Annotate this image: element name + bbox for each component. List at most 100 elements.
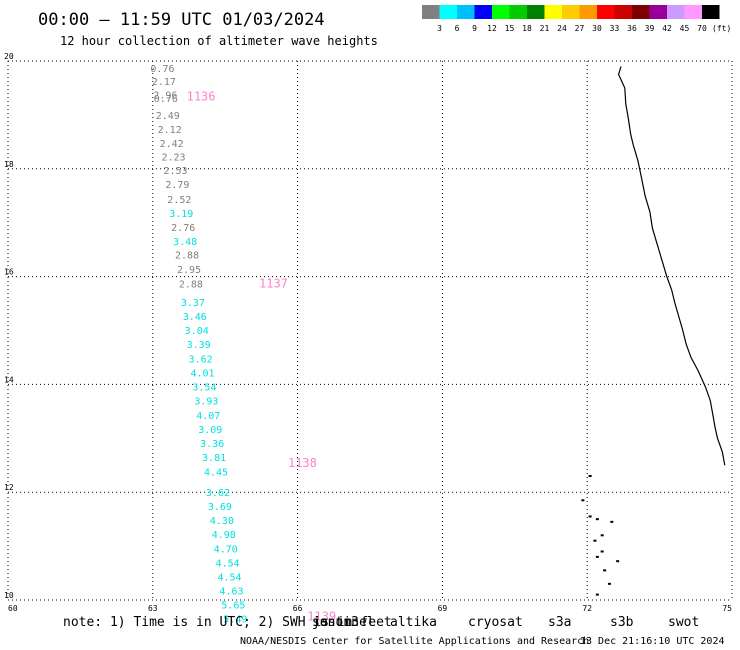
colorbar-swatch [439, 5, 457, 19]
wave-height-point: 2.88 [175, 251, 199, 262]
axis-ticks: 60 63 66 69 72 75 20 18 16 14 12 10 [4, 52, 732, 613]
altimeter-track: 0.762.172.960.762.492.122.422.232.532.79… [150, 64, 247, 625]
y-tick-label: 12 [4, 483, 14, 492]
colorbar-label: 3 [437, 24, 442, 33]
y-tick-label: 20 [4, 52, 14, 61]
chart-title: 00:00 – 11:59 UTC 01/03/2024 [38, 10, 325, 30]
colorbar-unit: (ft) [712, 24, 731, 33]
wave-height-point: 3.39 [187, 340, 211, 351]
wave-height-point: 2.95 [177, 265, 201, 276]
pass-number-label: 1138 [288, 456, 317, 470]
wave-height-point: 3.09 [198, 425, 222, 436]
wave-height-point: 0.76 [154, 94, 178, 105]
wave-height-point: 2.76 [171, 223, 195, 234]
wave-height-point: 3.69 [208, 502, 232, 513]
colorbar-swatch [649, 5, 667, 19]
wave-height-point: 3.81 [202, 453, 226, 464]
wave-height-point: 2.53 [163, 166, 187, 177]
wave-height-point: 4.30 [210, 516, 234, 527]
island-mark [600, 534, 604, 537]
island-mark [588, 475, 592, 478]
colorbar-label: 9 [472, 24, 477, 33]
x-tick-label: 66 [293, 604, 303, 613]
wave-height-point: 3.48 [173, 237, 197, 248]
colorbar-swatch [614, 5, 632, 19]
y-tick-label: 18 [4, 160, 14, 169]
island-mark [588, 515, 592, 518]
colorbar-swatch [632, 5, 650, 19]
plot-frame [8, 61, 732, 600]
island-mark [595, 593, 599, 596]
island-mark [600, 550, 604, 553]
pass-number-label: 1139 [307, 610, 336, 624]
y-tick-label: 10 [4, 591, 14, 600]
satellite-legend-item: sentinel [312, 615, 375, 630]
wave-height-point: 3.54 [192, 383, 216, 394]
pass-number-label: 1137 [259, 277, 288, 291]
colorbar-swatch [667, 5, 685, 19]
colorbar-swatch [509, 5, 527, 19]
colorbar-label: 24 [557, 24, 567, 33]
island-mark [593, 539, 597, 542]
x-tick-label: 75 [722, 604, 732, 613]
colorbar: 3 6 9 12 15 18 21 24 27 30 33 36 39 42 45 70 [422, 5, 720, 33]
footer-credit: NOAA/NESDIS Center for Satellite Applica… [240, 636, 589, 647]
colorbar-swatch [544, 5, 562, 19]
wave-height-point: 4.63 [219, 586, 243, 597]
colorbar-label: 21 [540, 24, 550, 33]
island-mark [616, 560, 620, 563]
footer-note: note: 1) Time is in UTC; 2) SWH is in fe… [63, 615, 392, 630]
island-mark [595, 518, 599, 521]
y-tick-label: 16 [4, 268, 14, 277]
x-tick-label: 60 [8, 604, 18, 613]
island-mark [581, 499, 585, 502]
wave-height-point: 3.62 [189, 355, 213, 366]
wave-height-point: 4.70 [214, 544, 238, 555]
wave-height-point: 4.07 [196, 411, 220, 422]
pass-labels: 1136 1137 1138 1139 [187, 89, 337, 623]
colorbar-label: 6 [455, 24, 460, 33]
wave-height-point: 4.01 [190, 369, 214, 380]
x-tick-label: 63 [148, 604, 158, 613]
wave-height-point: 2.12 [158, 125, 182, 136]
wave-height-point: 0.76 [150, 64, 174, 75]
coastline-path [617, 66, 726, 466]
wave-height-point: 2.79 [165, 180, 189, 191]
satellite-legend-item: cryosat [468, 615, 523, 630]
wave-height-point: 5.65 [221, 600, 245, 611]
colorbar-label: 70 [697, 24, 707, 33]
wave-height-point: 2.23 [162, 152, 186, 163]
satellite-legend-item: swot [668, 615, 699, 630]
wave-height-point: 4.54 [216, 558, 240, 569]
colorbar-swatch [562, 5, 580, 19]
wave-height-point: 2.49 [156, 111, 180, 122]
coastline [617, 66, 726, 466]
island-mark [607, 582, 611, 585]
satellite-legend-item: altika [390, 615, 437, 630]
wave-height-point: 2.42 [160, 139, 184, 150]
x-tick-label: 72 [582, 604, 592, 613]
chart-subtitle: 12 hour collection of altimeter wave hei… [60, 34, 378, 48]
satellite-legend-item: jason3 [312, 615, 359, 630]
wave-height-point: 3.04 [185, 326, 209, 337]
satellite-legend-item: s3a [548, 615, 571, 630]
colorbar-label: 45 [680, 24, 690, 33]
colorbar-swatch [457, 5, 475, 19]
island-mark [595, 555, 599, 558]
wave-height-point: 3.37 [181, 298, 205, 309]
wave-height-point: 3.19 [169, 209, 193, 220]
wave-height-point: 2.17 [152, 77, 176, 88]
colorbar-label: 27 [575, 24, 585, 33]
wave-height-point: 2.88 [179, 280, 203, 291]
colorbar-label: 39 [645, 24, 655, 33]
wave-height-point: 3.93 [194, 397, 218, 408]
wave-height-point: 4.98 [212, 530, 236, 541]
colorbar-swatch [684, 5, 702, 19]
wave-height-point: 4.45 [204, 468, 228, 479]
wave-height-point: 3.36 [200, 439, 224, 450]
x-tick-label: 69 [438, 604, 448, 613]
colorbar-label: 30 [592, 24, 602, 33]
colorbar-label: 36 [627, 24, 637, 33]
